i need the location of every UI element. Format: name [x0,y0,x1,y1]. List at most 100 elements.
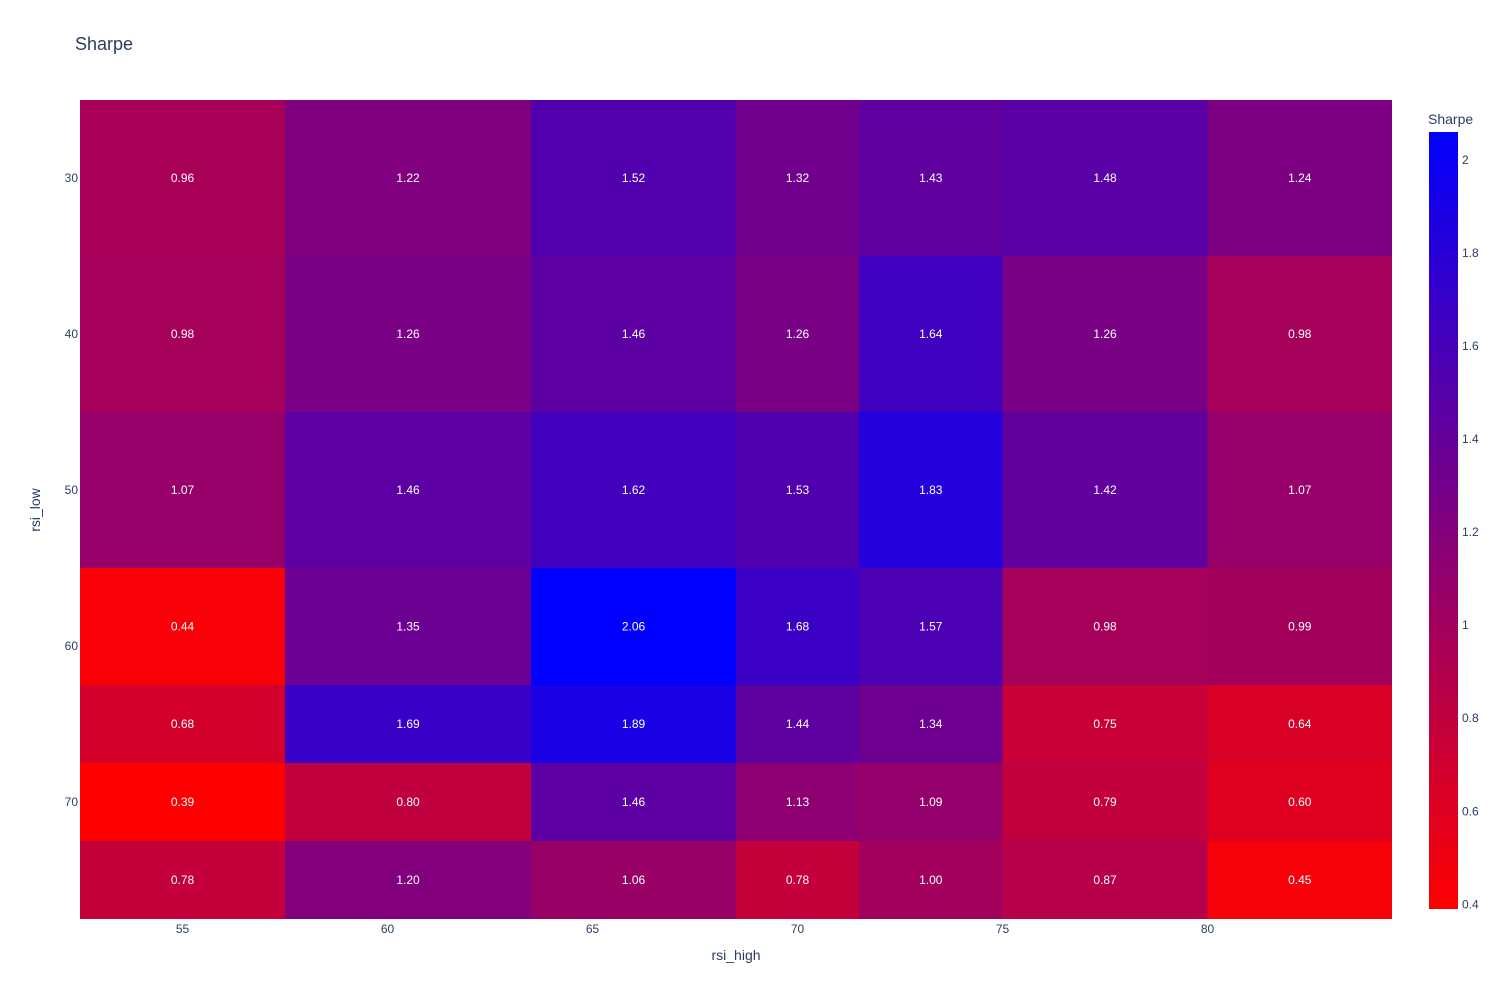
heatmap-cell [1002,763,1208,841]
heatmap-cell [859,256,1003,412]
heatmap-cell [1207,763,1392,841]
cell-value-label: 1.34 [919,717,943,731]
cell-value-label: 1.32 [786,171,810,185]
cell-value-label: 0.99 [1288,620,1312,634]
cell-value-label: 0.79 [1093,795,1117,809]
cell-value-label: 1.07 [171,483,195,497]
cell-value-label: 0.60 [1288,795,1312,809]
heatmap-cell [531,685,736,763]
y-axis-ticks: 30 40 50 60 70 [65,171,79,809]
y-tick-label: 40 [65,327,79,341]
cell-value-label: 1.53 [786,483,810,497]
y-axis-title: rsi_low [27,487,43,531]
heatmap-cell [859,412,1003,568]
cell-value-label: 1.35 [396,620,420,634]
cell-value-label: 1.24 [1288,171,1312,185]
cell-value-label: 1.20 [396,873,420,887]
cell-value-label: 0.45 [1288,873,1312,887]
heatmap-cell [80,841,285,919]
y-tick-label: 70 [65,795,79,809]
x-tick-label: 80 [1201,922,1215,936]
heatmap-cell [1207,568,1392,685]
heatmap-cell [531,256,736,412]
heatmap-cell [1002,412,1208,568]
heatmap-cell [1002,685,1208,763]
heatmap-cell [1002,841,1208,919]
heatmap-cell [1002,100,1208,256]
heatmap-cell [736,763,859,841]
heatmap-cell [80,256,285,412]
heatmap-cell [859,100,1003,256]
heatmap-cell [736,100,859,256]
colorbar-tick-label: 1.8 [1462,246,1479,260]
heatmap-cell [531,763,736,841]
cell-value-label: 1.62 [622,483,646,497]
heatmap-cell [80,685,285,763]
colorbar [1429,132,1458,909]
cell-value-label: 1.43 [919,171,943,185]
heatmap-cell [859,685,1003,763]
cell-value-label: 2.06 [622,620,646,634]
chart-title: Sharpe [75,34,133,54]
cell-value-label: 0.75 [1093,717,1117,731]
heatmap-cell [859,763,1003,841]
cell-value-label: 1.22 [396,171,420,185]
colorbar-ticks: 0.4 0.6 0.8 1 1.2 1.4 1.6 1.8 2 [1462,153,1479,911]
heatmap-cell [531,412,736,568]
heatmap-cell [736,256,859,412]
heatmap-cell [80,763,285,841]
cell-value-label: 0.39 [171,795,195,809]
heatmap-cell [1207,256,1392,412]
cell-value-label: 0.78 [786,873,810,887]
cell-value-label: 1.07 [1288,483,1312,497]
cell-value-label: 1.06 [622,873,646,887]
cell-value-label: 0.98 [171,327,195,341]
cell-value-label: 0.44 [171,620,195,634]
heatmap-cell [859,841,1003,919]
cell-value-label: 1.46 [396,483,420,497]
heatmap-cell [285,412,531,568]
heatmap-cell [80,568,285,685]
heatmap-cell [285,763,531,841]
colorbar-tick-label: 2 [1462,153,1469,167]
heatmap-cell [1002,256,1208,412]
x-axis-ticks: 55 60 65 70 75 80 [176,922,1215,936]
cell-value-label: 1.68 [786,620,810,634]
cell-value-label: 1.48 [1093,171,1117,185]
heatmap-cell [531,568,736,685]
cell-value-label: 0.80 [396,795,420,809]
cell-value-label: 1.57 [919,620,943,634]
x-tick-label: 70 [791,922,805,936]
colorbar-tick-label: 1 [1462,618,1469,632]
cell-value-label: 0.78 [171,873,195,887]
colorbar-tick-label: 1.4 [1462,432,1479,446]
x-axis-title: rsi_high [711,947,760,963]
cell-value-label: 1.09 [919,795,943,809]
x-tick-label: 75 [996,922,1010,936]
heatmap-cell [1207,100,1392,256]
y-tick-label: 50 [65,483,79,497]
heatmap-cell [285,685,531,763]
cell-value-label: 0.87 [1093,873,1117,887]
x-tick-label: 65 [586,922,600,936]
cell-value-label: 1.44 [786,717,810,731]
heatmap-cell [531,841,736,919]
heatmap-cell [285,256,531,412]
cell-value-label: 1.13 [786,795,810,809]
cell-value-label: 0.98 [1288,327,1312,341]
x-tick-label: 60 [381,922,395,936]
y-tick-label: 60 [65,639,79,653]
cell-value-label: 1.64 [919,327,943,341]
heatmap-cell [1207,841,1392,919]
cell-value-label: 0.64 [1288,717,1312,731]
cell-value-label: 1.26 [1093,327,1117,341]
colorbar-tick-label: 1.6 [1462,339,1479,353]
heatmap-cell [736,841,859,919]
colorbar-tick-label: 0.4 [1462,897,1479,911]
cell-value-label: 1.42 [1093,483,1117,497]
colorbar-tick-label: 0.6 [1462,804,1479,818]
heatmap-cell [736,568,859,685]
cell-value-label: 0.98 [1093,620,1117,634]
cell-value-label: 1.46 [622,795,646,809]
